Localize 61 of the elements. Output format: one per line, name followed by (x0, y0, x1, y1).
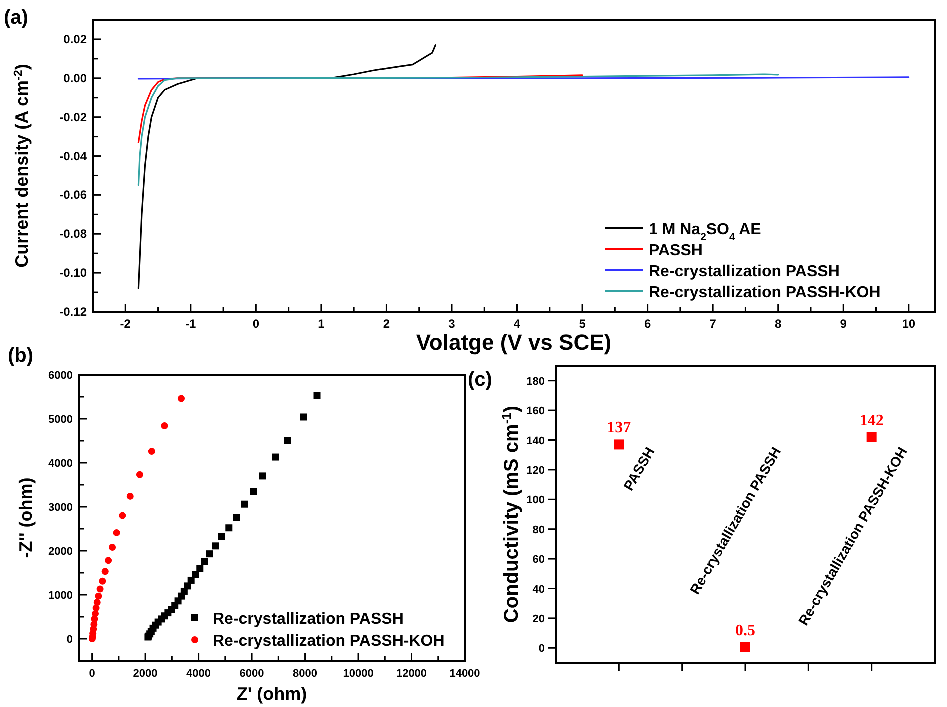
x-tick-label: -1 (186, 317, 197, 331)
x-tick-label: 14000 (450, 668, 480, 680)
legend-label: 1 M Na$_{2}$SO$_{4}$ AE (649, 222, 762, 243)
x-tick-label: 4 (514, 317, 521, 331)
y-tick-label: -0.06 (60, 188, 88, 202)
y-tick-label: 6000 (48, 370, 73, 382)
x-tick-label: 0 (252, 317, 260, 331)
y-tick-label: -0.08 (60, 227, 88, 242)
data-label: 137 (607, 420, 632, 437)
y-tick-label: 120 (526, 464, 545, 477)
x-tick-label: 9 (840, 317, 848, 331)
y-tick-label: 160 (526, 406, 545, 418)
y-tick-label: -0.12 (60, 305, 88, 319)
y-tick-label: 0 (538, 643, 545, 656)
y-tick-label: -0.04 (60, 149, 88, 164)
y-tick-label: 5000 (48, 414, 73, 426)
y-tick-label: 2000 (48, 546, 73, 558)
x-tick-label: 4000 (186, 668, 212, 680)
legend-label: PASSH (649, 242, 703, 260)
x-tick-label: 5 (579, 317, 586, 331)
x-tick-label: 7 (710, 317, 717, 331)
x-tick-label: 6000 (240, 668, 264, 680)
y-tick-label: 0.02 (64, 32, 88, 46)
y-tick-label: 0 (66, 634, 73, 646)
x-tick-label: 2000 (133, 668, 158, 680)
y-tick-label: 0.00 (64, 71, 88, 86)
x-tick-label: 3 (448, 317, 456, 331)
x-tick-label: 10 (902, 317, 916, 331)
x-tick-label: -2 (120, 317, 132, 331)
data-label: 0.5 (736, 622, 756, 640)
x-axis-title: Z' (ohm) (236, 684, 308, 704)
x-tick-label: 2 (383, 317, 390, 331)
x-tick-label: 0 (89, 668, 96, 680)
y-tick-label: 180 (526, 376, 545, 388)
y-tick-label: 3000 (48, 502, 73, 514)
x-tick-label: 6 (644, 317, 652, 331)
chart-title: (b) (8, 345, 34, 367)
x-tick-label: 12000 (396, 668, 428, 680)
y-tick-label: 1000 (48, 590, 73, 602)
y-tick-label: 4000 (48, 458, 73, 470)
chart-title: (a) (4, 7, 28, 29)
x-tick-label: 1 (318, 317, 326, 331)
y-tick-label: -0.02 (60, 110, 88, 124)
y-axis-title: -Z'' (ohm) (16, 478, 36, 558)
legend-label: Re-crystallization PASSH (213, 611, 404, 628)
y-tick-label: 140 (526, 435, 545, 448)
y-tick-label: 20 (532, 613, 545, 626)
y-tick-label: 40 (532, 584, 545, 596)
x-tick-label: 8 (775, 317, 782, 331)
legend-label: Re-crystallization PASSH-KOH (649, 284, 881, 302)
y-tick-label: 60 (532, 554, 545, 566)
chart-title: (c) (468, 369, 492, 391)
y-tick-label: 100 (526, 494, 545, 507)
y-tick-label: -0.10 (60, 266, 88, 280)
y-tick-label: 80 (532, 524, 545, 536)
x-tick-label: 10000 (343, 668, 374, 680)
x-tick-label: 8000 (293, 668, 318, 680)
x-axis-title: Volatge (V vs SCE) (416, 330, 612, 355)
data-label: 142 (860, 412, 884, 430)
legend-label: Re-crystallization PASSH-KOH (213, 633, 445, 650)
legend-label: Re-crystallization PASSH (649, 264, 840, 280)
